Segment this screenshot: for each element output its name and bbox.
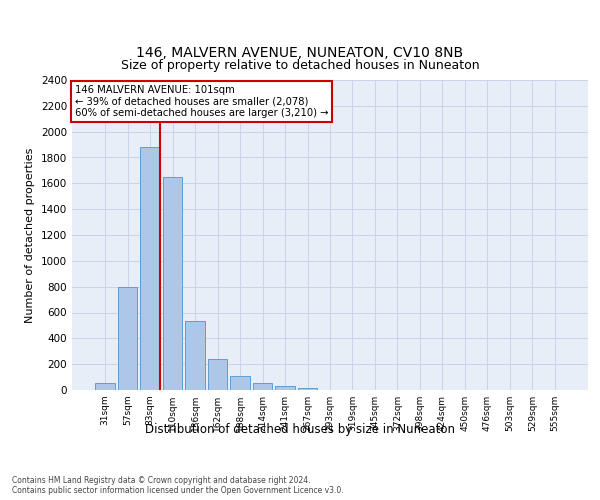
- Y-axis label: Number of detached properties: Number of detached properties: [25, 148, 35, 322]
- Bar: [298, 388, 317, 390]
- Bar: [95, 383, 115, 390]
- Text: Size of property relative to detached houses in Nuneaton: Size of property relative to detached ho…: [121, 60, 479, 72]
- Text: 146, MALVERN AVENUE, NUNEATON, CV10 8NB: 146, MALVERN AVENUE, NUNEATON, CV10 8NB: [136, 46, 464, 60]
- Bar: [208, 360, 227, 390]
- Bar: [230, 376, 250, 390]
- Bar: [185, 321, 205, 390]
- Bar: [253, 382, 272, 390]
- Text: Distribution of detached houses by size in Nuneaton: Distribution of detached houses by size …: [145, 422, 455, 436]
- Bar: [140, 147, 160, 390]
- Text: 146 MALVERN AVENUE: 101sqm
← 39% of detached houses are smaller (2,078)
60% of s: 146 MALVERN AVENUE: 101sqm ← 39% of deta…: [74, 84, 328, 118]
- Bar: [163, 177, 182, 390]
- Bar: [118, 286, 137, 390]
- Bar: [275, 386, 295, 390]
- Text: Contains HM Land Registry data © Crown copyright and database right 2024.
Contai: Contains HM Land Registry data © Crown c…: [12, 476, 344, 495]
